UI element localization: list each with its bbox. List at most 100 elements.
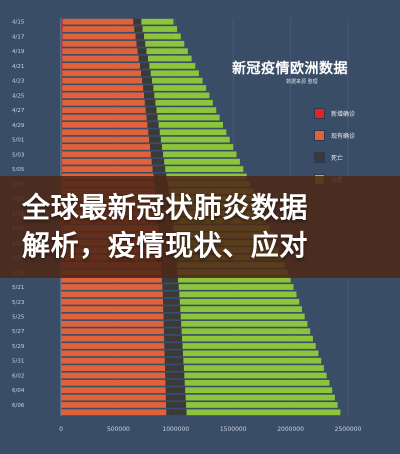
bar-segment: [153, 85, 207, 91]
bar-segment: [62, 107, 146, 114]
x-tick-label: 2000000: [277, 426, 304, 433]
bar-segment: [164, 158, 240, 165]
bar-segment: [166, 409, 187, 416]
bar-segment: [165, 387, 186, 394]
bar-segment: [62, 33, 136, 40]
bar-segment: [136, 40, 146, 47]
bar-segment: [142, 26, 178, 32]
bar-segment: [61, 320, 164, 327]
x-tick-label: 2500000: [335, 426, 362, 433]
y-tick-label: 4/23: [12, 79, 25, 85]
bar-segment: [163, 298, 180, 305]
bar-segment: [164, 357, 184, 364]
bar-segment: [61, 387, 166, 394]
bar-segment: [61, 40, 63, 47]
headline-line-1: 全球最新冠状肺炎数据: [22, 191, 309, 224]
y-tick-label: 4/19: [12, 49, 25, 55]
bar-segment: [61, 18, 63, 25]
bar-segment: [161, 144, 234, 150]
legend-item-new-confirmed[interactable]: 新增确诊: [314, 107, 355, 119]
bar-segment: [61, 121, 63, 128]
bar-segment: [61, 291, 163, 298]
bar-segment: [61, 129, 62, 136]
bar-segment: [145, 40, 185, 47]
bar-segment: [61, 394, 166, 401]
x-tick-label: 1500000: [220, 426, 247, 433]
bar-segment: [61, 409, 167, 416]
headline-banner: 全球最新冠状肺炎数据 解析，疫情现状、应对: [0, 176, 400, 278]
bar-segment: [165, 394, 186, 401]
y-tick-label: 5/01: [12, 138, 24, 144]
bar-segment: [62, 40, 137, 47]
bar-segment: [61, 357, 165, 364]
bar-segment: [149, 63, 196, 69]
bar-segment: [62, 85, 144, 91]
bar-segment: [61, 129, 149, 136]
bar-segment: [139, 63, 150, 69]
bar-segment: [61, 328, 164, 335]
bar-segment: [61, 372, 166, 379]
legend-item-deaths[interactable]: 死亡: [314, 151, 355, 163]
bar-segment: [62, 121, 148, 128]
bar-segment: [61, 77, 63, 84]
y-tick-label: 6/06: [12, 403, 25, 409]
bar-segment: [146, 114, 158, 121]
y-tick-label: 4/15: [12, 20, 25, 26]
legend-item-current-confirmed[interactable]: 现有确诊: [314, 129, 355, 141]
bar-segment: [61, 70, 63, 77]
bar-segment: [62, 77, 143, 84]
bar-segment: [163, 306, 181, 313]
bar-segment: [186, 409, 341, 416]
bar-segment: [163, 151, 237, 158]
bar-segment: [179, 298, 300, 305]
bar-segment: [149, 136, 161, 143]
bar-segment: [61, 166, 153, 172]
bar-segment: [61, 33, 63, 40]
bar-segment: [178, 276, 291, 283]
bar-segment: [158, 121, 223, 128]
bar-segment: [144, 92, 155, 99]
bar-segment: [146, 48, 188, 55]
bar-segment: [61, 350, 165, 357]
bar-segment: [155, 99, 213, 106]
bar-segment: [62, 48, 138, 55]
y-tick-label: 5/27: [12, 329, 25, 335]
bar-segment: [182, 350, 319, 357]
bar-segment: [183, 357, 322, 364]
bar-segment: [165, 372, 185, 379]
bar-segment: [154, 92, 210, 99]
bar-segment: [181, 328, 311, 335]
bar-segment: [61, 26, 63, 32]
y-tick-label: 5/31: [12, 359, 24, 365]
bar-segment: [152, 166, 166, 172]
bar-segment: [178, 284, 294, 290]
bar-segment: [61, 107, 63, 114]
bar-segment: [61, 144, 62, 150]
bar-segment: [185, 387, 333, 394]
bar-segment: [161, 276, 179, 283]
bar-segment: [184, 379, 330, 386]
legend-label: 新增确诊: [331, 110, 356, 118]
bar-segment: [133, 18, 142, 25]
legend-swatch: [314, 151, 325, 163]
bar-segment: [150, 144, 162, 150]
bar-segment: [61, 313, 164, 320]
bar-segment: [151, 158, 165, 165]
x-tick-label: 1000000: [162, 426, 189, 433]
bar-segment: [157, 114, 220, 121]
bar-segment: [166, 402, 187, 408]
chart-subtitle: 数据来源 整理: [286, 79, 318, 85]
bar-segment: [150, 151, 164, 158]
bar-segment: [164, 335, 183, 342]
bar-segment: [164, 343, 183, 349]
bar-segment: [61, 158, 152, 165]
bar-segment: [148, 129, 160, 136]
bar-segment: [164, 350, 183, 357]
bar-segment: [147, 55, 192, 62]
x-tick-label: 500000: [107, 426, 130, 433]
bar-segment: [61, 151, 62, 158]
bar-segment: [160, 136, 230, 143]
legend-swatch: [314, 107, 325, 119]
bar-segment: [61, 379, 166, 386]
bar-segment: [142, 77, 153, 84]
